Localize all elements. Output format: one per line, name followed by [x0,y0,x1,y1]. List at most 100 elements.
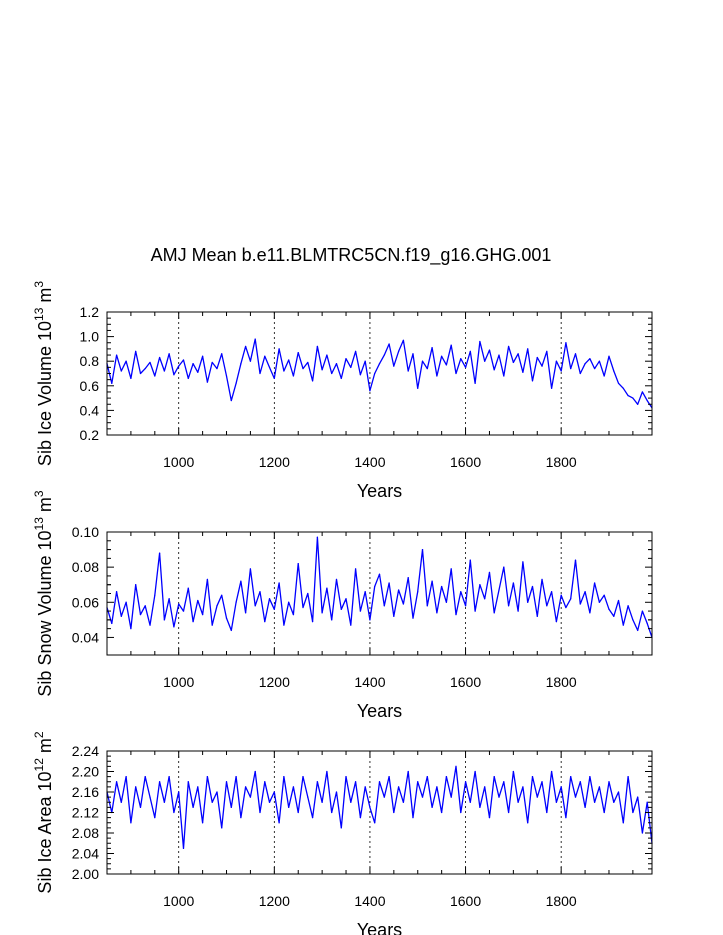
data-point [594,801,596,803]
data-point [268,801,271,803]
data-point [426,367,428,370]
data-point [402,603,405,605]
data-point [154,817,156,819]
data-point [512,361,514,364]
data-point [163,801,165,803]
y-tick-label: 0.10 [72,524,99,540]
data-point [254,770,256,773]
data-point [503,375,505,377]
data-point [345,598,347,600]
data-point [149,796,151,798]
data-point [264,781,266,783]
data-point [211,624,213,626]
data-point [307,592,309,595]
data-point [292,375,295,377]
panel-3: 1000 1200 1400 1600 1800 2.00 2.04 2.08 2.12 2.16… [32,731,653,935]
data-point [565,817,567,819]
data-point [268,598,271,600]
data-point [331,372,333,375]
data-point [441,355,443,357]
data-point [144,367,146,370]
plot-frame-3 [106,750,653,875]
data-point [316,781,318,783]
data-point [617,382,620,384]
data-point [278,348,280,350]
data-point [221,827,223,829]
data-point [230,806,232,808]
data-point [431,580,433,582]
data-point [574,353,577,355]
data-point [359,374,361,376]
x-axis-title: Years [357,701,402,721]
data-point [326,770,328,773]
data-point [120,615,122,617]
data-point [627,776,629,778]
data-point [541,365,543,367]
series-line-1 [106,765,653,850]
data-point [225,375,228,377]
data-point [632,397,634,399]
data-point [555,621,557,623]
data-point [469,801,471,803]
x-tick-label: 1200 [259,454,290,470]
data-point [565,342,567,344]
data-point [579,372,581,375]
data-point [221,594,223,596]
data-point [450,796,452,798]
data-point [364,591,366,593]
x-axis-title: Years [357,481,402,501]
data-point [135,584,137,586]
data-point [474,610,476,612]
data-point [574,796,577,798]
data-point [115,781,118,783]
data-point [608,781,610,783]
data-point [527,348,529,350]
data-point [613,801,615,803]
data-point [522,786,524,788]
y-tick-label: 1.2 [80,304,100,320]
data-point [412,817,414,819]
data-point [350,366,352,368]
x-tick-label: 1400 [354,893,385,909]
x-tick-label: 1000 [163,893,194,909]
data-point [158,781,161,783]
data-point [393,811,395,814]
data-point [187,587,189,589]
y-tick-label: 0.6 [80,378,100,394]
data-point [297,351,299,354]
data-point [182,847,185,849]
data-point [407,577,409,579]
data-point [374,372,376,375]
data-point [484,360,486,362]
data-point [555,360,557,362]
data-point [617,791,620,793]
y-tick-label: 2.08 [72,825,99,841]
data-point [211,801,213,803]
data-point [570,367,572,370]
data-point [350,801,352,803]
data-point [240,580,242,582]
data-point [268,366,271,368]
data-point [173,626,175,628]
data-point [460,811,462,814]
data-point [187,781,189,783]
data-point [139,806,142,808]
data-point [292,786,295,788]
data-point [426,605,428,607]
data-point [522,371,524,373]
data-point [321,369,323,371]
data-point [421,548,424,551]
data-point [283,776,285,778]
data-point [120,370,122,372]
data-point [192,363,194,365]
data-point [641,391,644,393]
data-point [192,806,194,808]
data-point [613,370,615,372]
data-point [484,786,486,788]
data-point [364,360,366,362]
data-point [450,568,452,570]
y-tick-label: 2.00 [72,866,99,882]
data-point [507,811,510,814]
data-point [335,791,338,793]
data-point [359,817,361,819]
